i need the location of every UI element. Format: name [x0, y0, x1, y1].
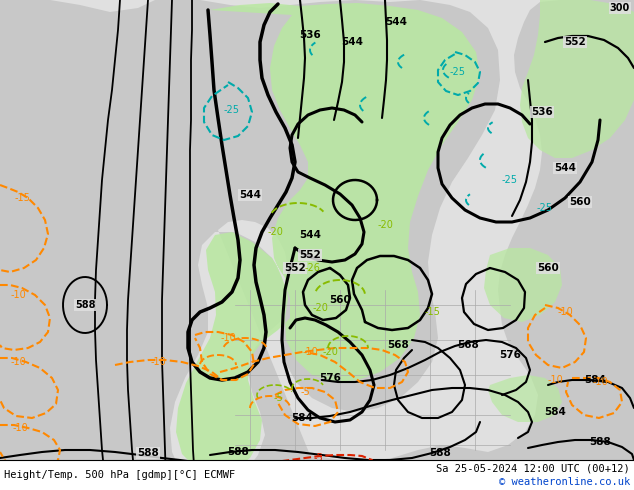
Text: -10: -10 — [220, 333, 236, 343]
Text: -25: -25 — [537, 203, 553, 213]
Text: -25: -25 — [450, 67, 466, 77]
Text: -20: -20 — [377, 220, 393, 230]
Text: -10: -10 — [10, 290, 26, 300]
Text: -10: -10 — [150, 357, 166, 367]
Text: -15: -15 — [14, 193, 30, 203]
Text: -10: -10 — [302, 347, 318, 357]
Text: 552: 552 — [564, 37, 586, 47]
Text: 584: 584 — [544, 407, 566, 417]
Text: © weatheronline.co.uk: © weatheronline.co.uk — [499, 477, 630, 487]
Text: -5: -5 — [375, 461, 385, 471]
Text: -5: -5 — [190, 467, 200, 477]
Text: 544: 544 — [385, 17, 407, 27]
Text: -10: -10 — [557, 307, 573, 317]
Text: -20: -20 — [267, 227, 283, 237]
Text: -25: -25 — [224, 105, 240, 115]
Text: 544: 544 — [341, 37, 363, 47]
Text: 588: 588 — [429, 448, 451, 458]
Text: 552: 552 — [284, 263, 306, 273]
Text: -10: -10 — [10, 357, 26, 367]
Text: 588: 588 — [75, 300, 95, 310]
Text: -26: -26 — [304, 263, 320, 273]
Text: -15: -15 — [424, 307, 440, 317]
Text: 5: 5 — [452, 465, 458, 475]
Text: 584: 584 — [291, 413, 313, 423]
Text: 588: 588 — [227, 447, 249, 457]
Text: 576: 576 — [319, 373, 341, 383]
Text: -10: -10 — [592, 377, 608, 387]
Text: 588: 588 — [137, 448, 159, 458]
Polygon shape — [176, 3, 480, 474]
Text: 568: 568 — [457, 340, 479, 350]
Text: 560: 560 — [329, 295, 351, 305]
Text: 552: 552 — [299, 250, 321, 260]
Text: 544: 544 — [554, 163, 576, 173]
Text: -10: -10 — [12, 423, 28, 433]
Text: 300: 300 — [610, 3, 630, 13]
Text: -10: -10 — [547, 375, 563, 385]
Text: 584: 584 — [584, 375, 606, 385]
Text: 568: 568 — [387, 340, 409, 350]
Text: 588: 588 — [589, 437, 611, 447]
Text: 536: 536 — [531, 107, 553, 117]
Bar — [0, 460, 634, 490]
Text: 544: 544 — [239, 190, 261, 200]
Polygon shape — [488, 375, 562, 422]
Text: 560: 560 — [569, 197, 591, 207]
Text: -5: -5 — [87, 465, 97, 475]
Text: -20: -20 — [312, 303, 328, 313]
Text: 536: 536 — [299, 30, 321, 40]
Text: -5: -5 — [313, 453, 323, 463]
Polygon shape — [484, 248, 562, 322]
Text: -5: -5 — [273, 393, 283, 403]
Text: 560: 560 — [537, 263, 559, 273]
Text: Height/Temp. 500 hPa [gdmp][°C] ECMWF: Height/Temp. 500 hPa [gdmp][°C] ECMWF — [4, 470, 235, 480]
Polygon shape — [520, 0, 634, 158]
Text: -20: -20 — [322, 347, 338, 357]
Text: 576: 576 — [499, 350, 521, 360]
Text: Sa 25-05-2024 12:00 UTC (00+12): Sa 25-05-2024 12:00 UTC (00+12) — [436, 463, 630, 473]
Text: 544: 544 — [299, 230, 321, 240]
Text: -25: -25 — [502, 175, 518, 185]
Text: -5: -5 — [300, 387, 310, 397]
